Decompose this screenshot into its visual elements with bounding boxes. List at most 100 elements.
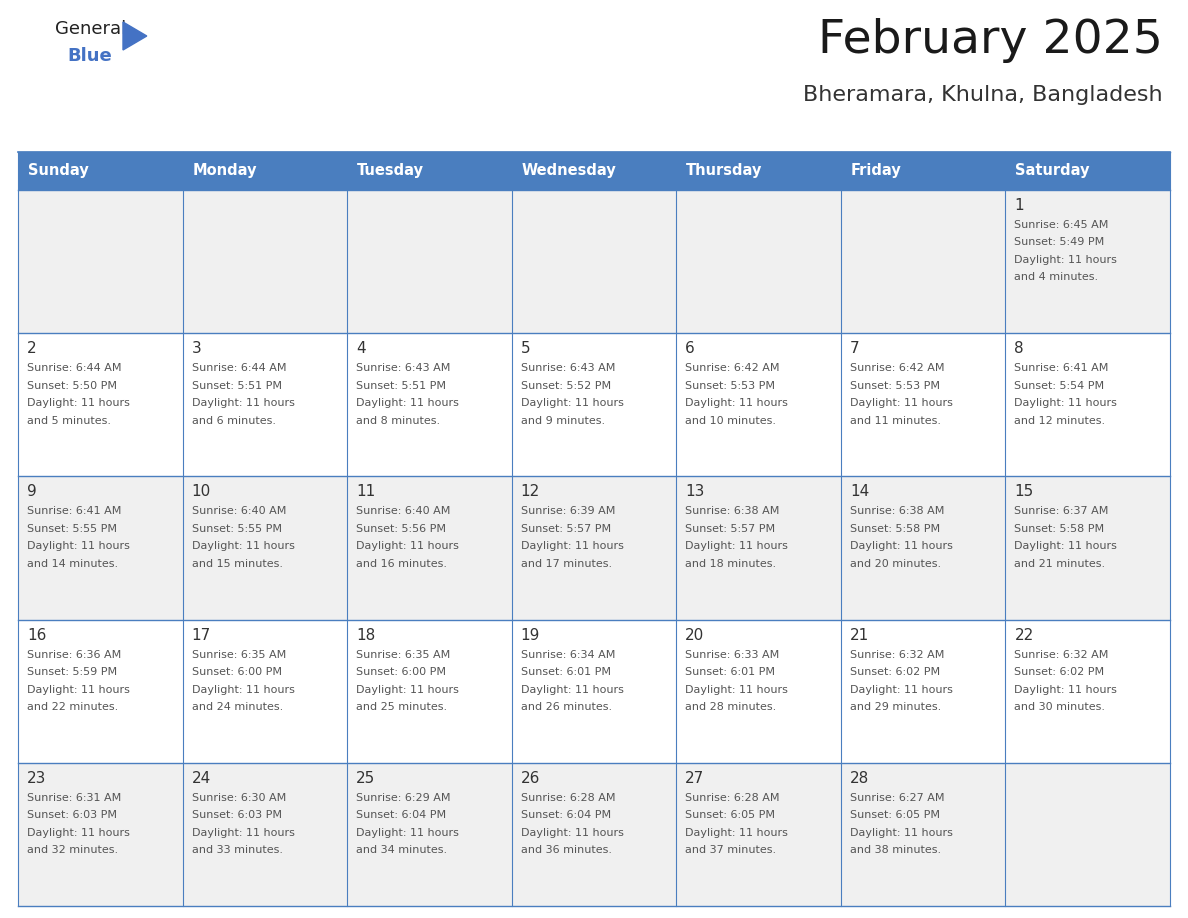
Text: Sunrise: 6:30 AM: Sunrise: 6:30 AM xyxy=(191,793,286,803)
Text: Sunrise: 6:32 AM: Sunrise: 6:32 AM xyxy=(849,650,944,660)
Text: Blue: Blue xyxy=(67,47,112,65)
Text: Sunset: 5:54 PM: Sunset: 5:54 PM xyxy=(1015,381,1105,391)
Text: Sunrise: 6:42 AM: Sunrise: 6:42 AM xyxy=(849,364,944,374)
Text: Daylight: 11 hours: Daylight: 11 hours xyxy=(685,542,788,552)
Bar xyxy=(1005,190,1170,333)
Bar xyxy=(512,620,676,763)
Bar xyxy=(183,190,347,333)
Bar xyxy=(841,763,1005,906)
Text: and 18 minutes.: and 18 minutes. xyxy=(685,559,777,569)
Text: Sunset: 6:05 PM: Sunset: 6:05 PM xyxy=(685,811,776,821)
Text: and 37 minutes.: and 37 minutes. xyxy=(685,845,777,856)
Bar xyxy=(18,333,183,476)
Text: 18: 18 xyxy=(356,628,375,643)
Bar xyxy=(18,152,183,190)
Text: 27: 27 xyxy=(685,771,704,786)
Text: Daylight: 11 hours: Daylight: 11 hours xyxy=(849,542,953,552)
Text: Sunrise: 6:28 AM: Sunrise: 6:28 AM xyxy=(685,793,779,803)
Text: 19: 19 xyxy=(520,628,541,643)
Text: Sunrise: 6:38 AM: Sunrise: 6:38 AM xyxy=(685,507,779,517)
Bar xyxy=(183,476,347,620)
Bar xyxy=(841,620,1005,763)
Text: Sunset: 6:03 PM: Sunset: 6:03 PM xyxy=(27,811,116,821)
Text: Sunrise: 6:35 AM: Sunrise: 6:35 AM xyxy=(191,650,286,660)
Text: Sunrise: 6:31 AM: Sunrise: 6:31 AM xyxy=(27,793,121,803)
Bar xyxy=(347,476,512,620)
Text: Sunset: 5:53 PM: Sunset: 5:53 PM xyxy=(685,381,776,391)
Bar xyxy=(18,190,183,333)
Text: Daylight: 11 hours: Daylight: 11 hours xyxy=(520,398,624,409)
Text: 6: 6 xyxy=(685,341,695,356)
Text: Daylight: 11 hours: Daylight: 11 hours xyxy=(849,398,953,409)
Text: 25: 25 xyxy=(356,771,375,786)
Text: Friday: Friday xyxy=(851,163,902,178)
Text: and 32 minutes.: and 32 minutes. xyxy=(27,845,118,856)
Text: Daylight: 11 hours: Daylight: 11 hours xyxy=(27,685,129,695)
Text: Monday: Monday xyxy=(192,163,257,178)
Text: Saturday: Saturday xyxy=(1016,163,1089,178)
Text: Thursday: Thursday xyxy=(687,163,763,178)
Text: Daylight: 11 hours: Daylight: 11 hours xyxy=(356,828,459,838)
Text: Sunset: 5:55 PM: Sunset: 5:55 PM xyxy=(27,524,116,534)
Text: and 38 minutes.: and 38 minutes. xyxy=(849,845,941,856)
Text: and 9 minutes.: and 9 minutes. xyxy=(520,416,605,426)
Text: and 20 minutes.: and 20 minutes. xyxy=(849,559,941,569)
Text: Sunset: 6:03 PM: Sunset: 6:03 PM xyxy=(191,811,282,821)
Text: 23: 23 xyxy=(27,771,46,786)
Text: Daylight: 11 hours: Daylight: 11 hours xyxy=(1015,398,1117,409)
Text: Bheramara, Khulna, Bangladesh: Bheramara, Khulna, Bangladesh xyxy=(803,85,1163,105)
Bar xyxy=(676,333,841,476)
Text: Sunrise: 6:40 AM: Sunrise: 6:40 AM xyxy=(191,507,286,517)
Text: Sunrise: 6:41 AM: Sunrise: 6:41 AM xyxy=(1015,364,1108,374)
Text: Sunset: 5:50 PM: Sunset: 5:50 PM xyxy=(27,381,116,391)
Text: 8: 8 xyxy=(1015,341,1024,356)
Text: 15: 15 xyxy=(1015,485,1034,499)
Text: Sunset: 5:56 PM: Sunset: 5:56 PM xyxy=(356,524,447,534)
Bar xyxy=(512,190,676,333)
Text: Sunset: 6:02 PM: Sunset: 6:02 PM xyxy=(1015,667,1105,677)
Text: and 29 minutes.: and 29 minutes. xyxy=(849,702,941,712)
Bar xyxy=(512,152,676,190)
Text: Sunrise: 6:32 AM: Sunrise: 6:32 AM xyxy=(1015,650,1108,660)
Bar xyxy=(676,476,841,620)
Text: 26: 26 xyxy=(520,771,541,786)
Text: Sunset: 5:51 PM: Sunset: 5:51 PM xyxy=(356,381,447,391)
Text: Daylight: 11 hours: Daylight: 11 hours xyxy=(685,828,788,838)
Text: Daylight: 11 hours: Daylight: 11 hours xyxy=(191,542,295,552)
Text: Sunrise: 6:38 AM: Sunrise: 6:38 AM xyxy=(849,507,944,517)
Text: 5: 5 xyxy=(520,341,530,356)
Text: Sunrise: 6:41 AM: Sunrise: 6:41 AM xyxy=(27,507,121,517)
Text: Tuesday: Tuesday xyxy=(358,163,424,178)
Bar xyxy=(676,190,841,333)
Text: and 6 minutes.: and 6 minutes. xyxy=(191,416,276,426)
Bar xyxy=(183,620,347,763)
Text: Sunrise: 6:42 AM: Sunrise: 6:42 AM xyxy=(685,364,779,374)
Text: Sunrise: 6:37 AM: Sunrise: 6:37 AM xyxy=(1015,507,1108,517)
Bar xyxy=(18,476,183,620)
Text: Sunrise: 6:36 AM: Sunrise: 6:36 AM xyxy=(27,650,121,660)
Text: Daylight: 11 hours: Daylight: 11 hours xyxy=(191,685,295,695)
Text: 21: 21 xyxy=(849,628,870,643)
Text: 4: 4 xyxy=(356,341,366,356)
Text: Sunset: 6:04 PM: Sunset: 6:04 PM xyxy=(520,811,611,821)
Polygon shape xyxy=(124,22,147,50)
Text: Daylight: 11 hours: Daylight: 11 hours xyxy=(1015,685,1117,695)
Bar xyxy=(18,620,183,763)
Text: and 8 minutes.: and 8 minutes. xyxy=(356,416,441,426)
Text: 16: 16 xyxy=(27,628,46,643)
Text: Sunset: 5:57 PM: Sunset: 5:57 PM xyxy=(520,524,611,534)
Text: and 15 minutes.: and 15 minutes. xyxy=(191,559,283,569)
Text: Daylight: 11 hours: Daylight: 11 hours xyxy=(191,828,295,838)
Bar xyxy=(841,333,1005,476)
Text: 28: 28 xyxy=(849,771,870,786)
Text: and 34 minutes.: and 34 minutes. xyxy=(356,845,447,856)
Text: Daylight: 11 hours: Daylight: 11 hours xyxy=(1015,255,1117,265)
Text: Sunset: 6:02 PM: Sunset: 6:02 PM xyxy=(849,667,940,677)
Text: and 10 minutes.: and 10 minutes. xyxy=(685,416,776,426)
Text: Daylight: 11 hours: Daylight: 11 hours xyxy=(520,685,624,695)
Bar xyxy=(676,763,841,906)
Text: Sunset: 5:53 PM: Sunset: 5:53 PM xyxy=(849,381,940,391)
Bar xyxy=(347,763,512,906)
Text: Wednesday: Wednesday xyxy=(522,163,617,178)
Text: and 14 minutes.: and 14 minutes. xyxy=(27,559,118,569)
